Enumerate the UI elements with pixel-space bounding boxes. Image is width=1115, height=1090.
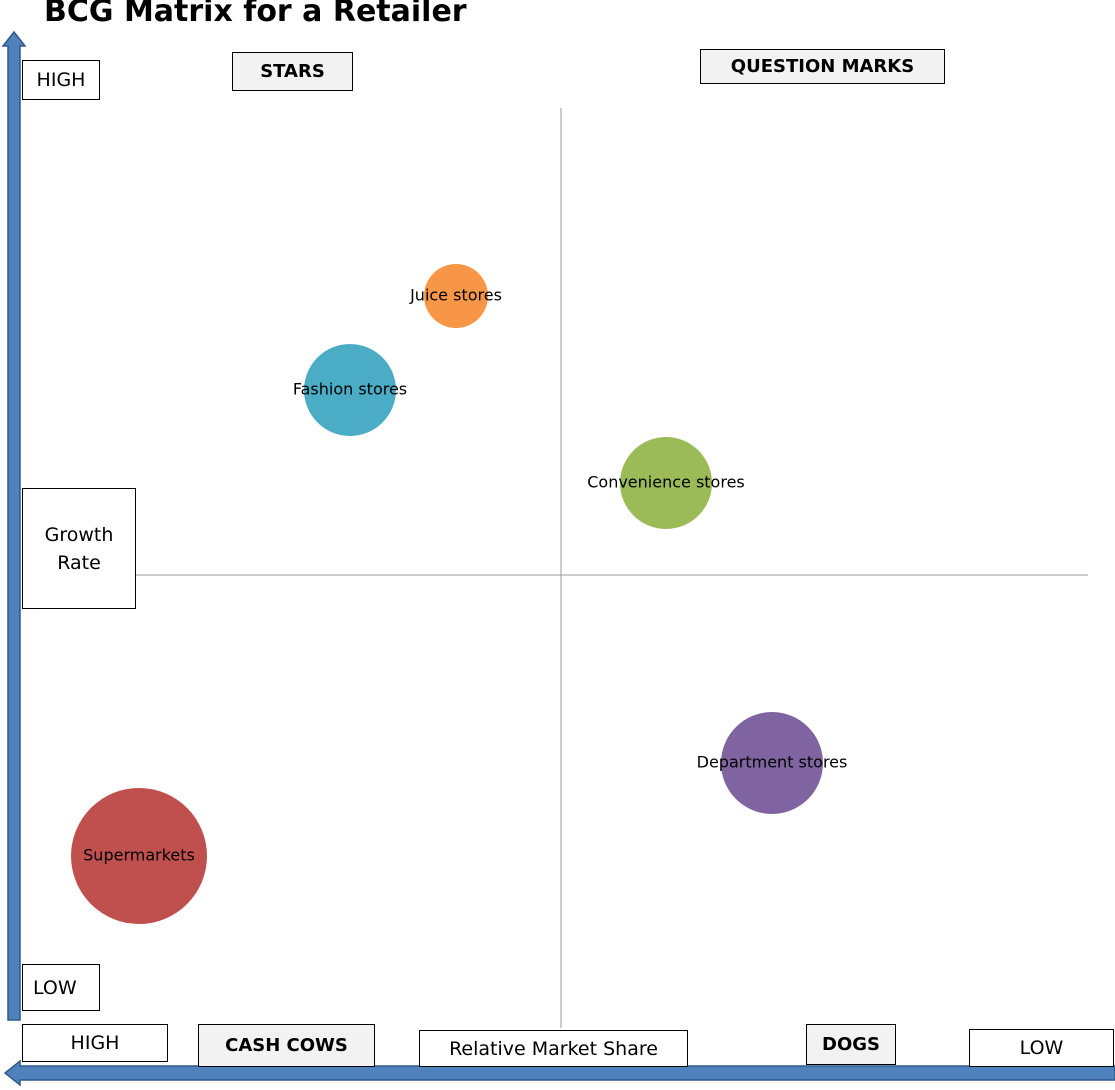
bubble-label: Supermarkets [83,846,195,865]
x-high-label: HIGH [22,1024,168,1062]
bubble [620,437,712,529]
bubble [71,788,207,924]
bubble [721,712,823,814]
quadrant-label: QUESTION MARKS [700,49,945,84]
quadrant-label: STARS [232,52,353,91]
quadrant-label: DOGS [806,1024,896,1065]
bubble [424,264,488,328]
bubble-label: Fashion stores [293,380,407,399]
quadrant-label: CASH COWS [198,1024,375,1067]
y-axis-arrow [1,30,27,1021]
y-axis-label: Growth Rate [22,488,136,609]
bubble-label: Department stores [697,753,848,772]
x-axis-arrow [3,1059,1115,1087]
x-axis-label: Relative Market Share [419,1030,688,1067]
y-low-label: LOW [22,964,100,1011]
bubble-label: Juice stores [409,286,502,305]
title: BCG Matrix for a Retailer [44,0,467,29]
bubble [304,344,396,436]
y-high-label: HIGH [22,60,100,100]
x-low-label: LOW [969,1029,1114,1067]
bubble-label: Convenience stores [587,473,745,492]
